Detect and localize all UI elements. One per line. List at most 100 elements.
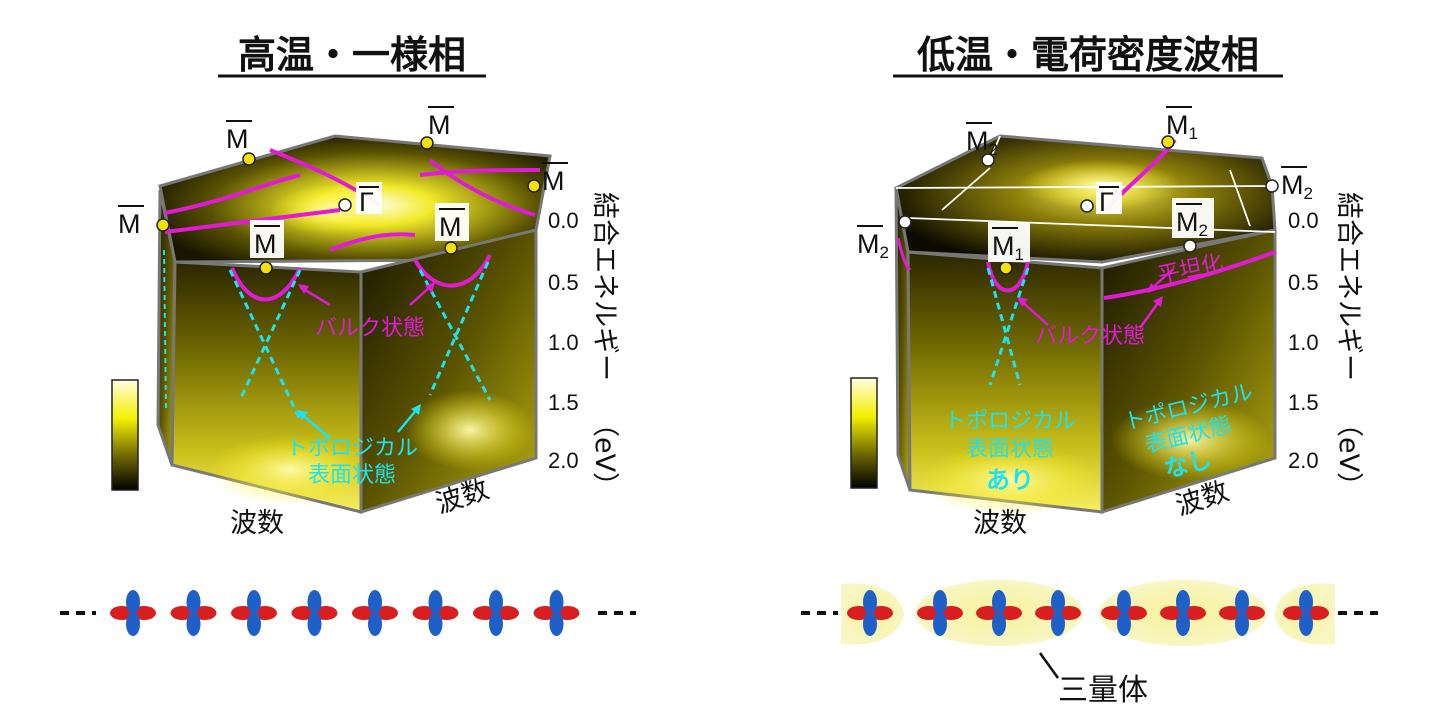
svg-text:M2: M2 — [1176, 207, 1208, 240]
svg-text:Γ: Γ — [359, 187, 374, 217]
right-bulk-arrow — [1019, 299, 1049, 326]
left-bulk-arrowhead-1 — [298, 284, 309, 294]
left-kpoint-dot-1 — [242, 152, 256, 166]
left-bulk-arrowhead-2 — [425, 282, 435, 293]
right-kpoint-label-5: M1 — [988, 222, 1030, 264]
right-bulk-arrow-2 — [1138, 299, 1162, 329]
right-orbital-0 — [847, 590, 893, 636]
left-tick-2: 1.0 — [548, 330, 579, 355]
left-topo-arrowhead-2 — [411, 404, 421, 415]
right-energy-axis-label: 結合エネルギー （eV） — [1333, 192, 1364, 499]
svg-text:M2: M2 — [966, 126, 998, 159]
svg-text:M1: M1 — [992, 231, 1024, 264]
left-orbital-6 — [473, 590, 519, 636]
left-kpoint-label-5: M — [250, 220, 284, 259]
right-kpoint-label-2: M1 — [1166, 106, 1198, 143]
left-kpoint-dot-6 — [444, 241, 458, 255]
svg-text:M: M — [428, 110, 451, 140]
right-flat-arrowhead — [1147, 283, 1157, 293]
right-band-side — [896, 237, 912, 272]
left-gamma-dot — [338, 198, 352, 212]
right-topo-line-2 — [988, 267, 1030, 386]
right-energy-ticks: 0.0 0.5 1.0 1.5 2.0 — [1288, 208, 1319, 473]
left-tick-4: 2.0 — [548, 448, 579, 473]
svg-text:（eV）: （eV） — [1333, 410, 1364, 499]
trimer-label: 三量体 — [1058, 673, 1148, 708]
left-colorbar — [111, 379, 139, 491]
svg-text:M2: M2 — [857, 229, 889, 262]
right-bulk-label: バルク状態 — [1035, 324, 1145, 349]
right-orbital-2 — [976, 590, 1022, 636]
left-arpes-block: バルク状態 トポロジカル 表面状態 M M M M M — [111, 106, 568, 539]
left-kpoint-label-1: M — [226, 120, 252, 154]
right-tick-3: 1.5 — [1288, 390, 1319, 415]
svg-text:M: M — [226, 124, 249, 154]
left-tick-3: 1.5 — [548, 390, 579, 415]
trimer-pointer — [1038, 652, 1060, 679]
left-tick-0: 0.0 — [548, 208, 579, 233]
left-topo-arrow-1 — [299, 412, 331, 439]
left-orbital-chain — [60, 590, 636, 636]
left-energy-ticks: 0.0 0.5 1.0 1.5 2.0 — [548, 208, 579, 473]
right-orbital-4 — [1101, 590, 1147, 636]
left-band-top-5 — [428, 158, 536, 217]
right-bulk-band-front — [986, 261, 1030, 293]
left-topo-line-1 — [228, 269, 302, 421]
right-kpoint-label-3: M2 — [1281, 166, 1313, 203]
left-topo-label-2: 表面状態 — [308, 463, 396, 488]
svg-text:M: M — [254, 229, 277, 259]
left-glow-1 — [210, 435, 370, 505]
right-orbital-chain — [801, 580, 1378, 679]
left-kpoint-dot-3 — [527, 179, 541, 193]
right-orbital-6 — [1219, 590, 1265, 636]
right-orbital-3 — [1035, 590, 1081, 636]
left-orbital-2 — [231, 590, 277, 636]
left-orbital-3 — [291, 590, 338, 636]
right-topo-label-1-front: トポロジカル — [944, 409, 1076, 434]
left-kpoint-dot-2 — [420, 136, 434, 150]
right-bulk-arrowhead — [1017, 297, 1028, 307]
right-bulk-arrowhead-2 — [1153, 296, 1163, 307]
right-kpoint-dot-6 — [1183, 239, 1197, 253]
left-orbital-1 — [170, 590, 217, 636]
right-tick-1: 0.5 — [1288, 270, 1319, 295]
left-band-top-4 — [419, 168, 541, 177]
right-glow-2 — [1110, 400, 1270, 480]
left-orbital-0 — [110, 590, 156, 636]
left-kpoint-dot-4 — [156, 218, 170, 232]
right-tick-4: 2.0 — [1288, 448, 1319, 473]
svg-text:M: M — [118, 209, 141, 239]
left-tick-1: 0.5 — [548, 270, 579, 295]
svg-text:M2: M2 — [1281, 170, 1313, 203]
svg-text:M: M — [542, 166, 565, 196]
right-kpoint-dot-3 — [1265, 179, 1279, 193]
right-tick-0: 0.0 — [1288, 208, 1319, 233]
left-topo-arrowhead-1 — [297, 410, 308, 420]
left-glow-2 — [405, 390, 535, 470]
right-topo-label-2-front: 表面状態 — [966, 437, 1054, 462]
svg-text:（eV）: （eV） — [589, 410, 620, 499]
right-kpoint-dot-1 — [981, 153, 995, 167]
left-kpoint-label-3: M — [542, 162, 568, 196]
left-kpoint-label-2: M — [428, 106, 454, 140]
left-orbital-5 — [412, 590, 459, 636]
left-title: 高温・一様相 — [238, 33, 466, 77]
right-orbital-1 — [917, 590, 963, 636]
left-energy-axis-label: 結合エネルギー （eV） — [589, 192, 620, 499]
right-topo-line-1 — [986, 267, 1022, 386]
right-gamma-label: Γ — [1096, 182, 1122, 217]
right-glow-1 — [920, 445, 1100, 515]
svg-text:M: M — [439, 212, 462, 242]
right-kpoint-label-6: M2 — [1172, 198, 1214, 240]
right-colorbar — [850, 377, 878, 489]
right-orbital-7 — [1283, 590, 1329, 636]
left-orbital-7 — [533, 590, 580, 636]
right-wavenumber-front: 波数 — [973, 508, 1027, 539]
right-kpoint-label-4: M2 — [857, 225, 889, 262]
left-band-top-2 — [164, 208, 341, 234]
right-tick-2: 1.0 — [1288, 330, 1319, 355]
svg-text:結合エネルギー: 結合エネルギー — [589, 192, 620, 381]
left-band-top-1 — [164, 173, 301, 215]
left-bulk-label: バルク状態 — [315, 316, 425, 341]
right-kpoint-dot-5 — [999, 261, 1013, 275]
